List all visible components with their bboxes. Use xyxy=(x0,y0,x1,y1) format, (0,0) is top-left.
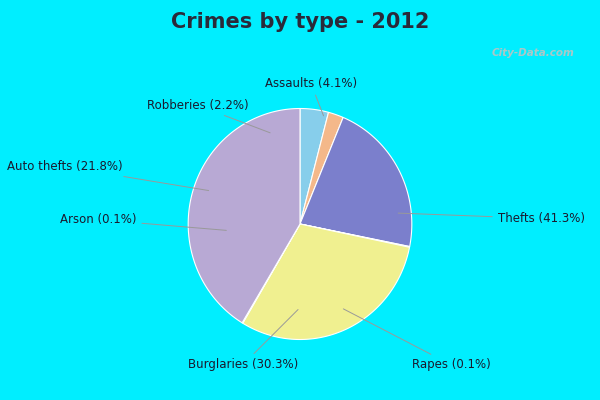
Text: Assaults (4.1%): Assaults (4.1%) xyxy=(265,77,357,116)
PathPatch shape xyxy=(300,224,410,247)
PathPatch shape xyxy=(300,112,343,224)
PathPatch shape xyxy=(300,108,329,224)
Text: Crimes by type - 2012: Crimes by type - 2012 xyxy=(171,12,429,32)
Text: Auto thefts (21.8%): Auto thefts (21.8%) xyxy=(7,160,209,190)
PathPatch shape xyxy=(188,108,300,323)
PathPatch shape xyxy=(242,224,300,323)
Text: Rapes (0.1%): Rapes (0.1%) xyxy=(343,309,491,371)
Text: Thefts (41.3%): Thefts (41.3%) xyxy=(398,212,585,225)
Text: Burglaries (30.3%): Burglaries (30.3%) xyxy=(188,310,298,371)
Text: Arson (0.1%): Arson (0.1%) xyxy=(60,213,226,230)
Text: City-Data.com: City-Data.com xyxy=(492,48,575,58)
PathPatch shape xyxy=(243,224,410,340)
Text: Robberies (2.2%): Robberies (2.2%) xyxy=(146,99,270,133)
PathPatch shape xyxy=(300,118,412,246)
